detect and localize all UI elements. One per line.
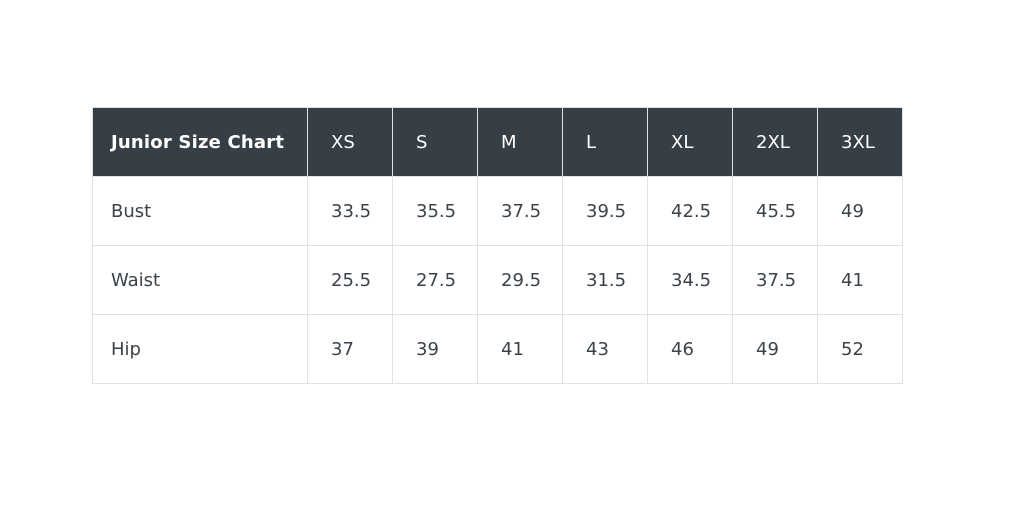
cell-bust-3xl: 49 (817, 176, 903, 246)
table-header: Junior Size Chart XS S M L XL 2XL 3XL (92, 107, 903, 177)
cell-waist-xs: 25.5 (307, 245, 393, 315)
cell-hip-xs: 37 (307, 314, 393, 384)
table-row-waist: Waist 25.5 27.5 29.5 31.5 34.5 37.5 41 (92, 245, 903, 315)
row-label-hip: Hip (92, 314, 308, 384)
cell-waist-s: 27.5 (392, 245, 478, 315)
cell-hip-3xl: 52 (817, 314, 903, 384)
cell-hip-xl: 46 (647, 314, 733, 384)
column-header-xs: XS (307, 107, 393, 177)
column-header-l: L (562, 107, 648, 177)
table-row-bust: Bust 33.5 35.5 37.5 39.5 42.5 45.5 49 (92, 176, 903, 246)
cell-bust-2xl: 45.5 (732, 176, 818, 246)
cell-bust-xs: 33.5 (307, 176, 393, 246)
junior-size-chart-table: Junior Size Chart XS S M L XL 2XL 3XL Bu… (92, 107, 903, 384)
row-label-waist: Waist (92, 245, 308, 315)
column-header-s: S (392, 107, 478, 177)
cell-bust-s: 35.5 (392, 176, 478, 246)
row-label-bust: Bust (92, 176, 308, 246)
column-header-xl: XL (647, 107, 733, 177)
table-row-hip: Hip 37 39 41 43 46 49 52 (92, 314, 903, 384)
cell-bust-l: 39.5 (562, 176, 648, 246)
cell-bust-xl: 42.5 (647, 176, 733, 246)
cell-hip-m: 41 (477, 314, 563, 384)
cell-waist-xl: 34.5 (647, 245, 733, 315)
cell-waist-l: 31.5 (562, 245, 648, 315)
table-title: Junior Size Chart (92, 107, 308, 177)
cell-hip-l: 43 (562, 314, 648, 384)
cell-hip-2xl: 49 (732, 314, 818, 384)
column-header-m: M (477, 107, 563, 177)
header-row: Junior Size Chart XS S M L XL 2XL 3XL (92, 107, 903, 177)
column-header-3xl: 3XL (817, 107, 903, 177)
column-header-2xl: 2XL (732, 107, 818, 177)
cell-bust-m: 37.5 (477, 176, 563, 246)
cell-waist-3xl: 41 (817, 245, 903, 315)
cell-hip-s: 39 (392, 314, 478, 384)
cell-waist-m: 29.5 (477, 245, 563, 315)
cell-waist-2xl: 37.5 (732, 245, 818, 315)
table-body: Bust 33.5 35.5 37.5 39.5 42.5 45.5 49 Wa… (92, 176, 903, 384)
